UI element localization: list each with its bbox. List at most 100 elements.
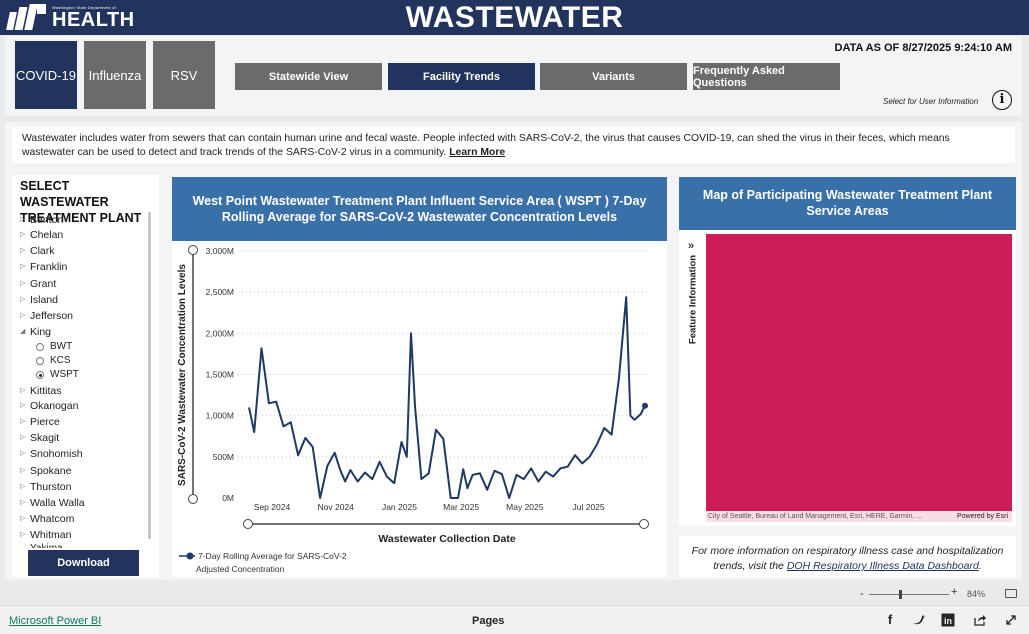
chevron-right-icon[interactable]: ▷ <box>20 515 26 522</box>
concentration-line-chart[interactable]: 0M 500M 1,000M 1,500M 2,000M 2,500M 3,000M SARS… <box>172 241 667 577</box>
zoom-out-button[interactable]: - <box>860 588 864 600</box>
chevron-right-icon[interactable]: ▷ <box>20 418 26 425</box>
description-text: Wastewater includes water from sewers th… <box>22 133 950 158</box>
linkedin-icon[interactable]: in <box>941 613 955 627</box>
county-item-king[interactable]: ◢ King <box>20 325 51 339</box>
county-label: Franklin <box>30 261 68 273</box>
y-tick-label: 1,000M <box>206 411 234 421</box>
county-item-chelan[interactable]: ▷ Chelan <box>20 228 63 242</box>
doh-dashboard-link[interactable]: DOH Respiratory Illness Data Dashboard <box>786 560 979 572</box>
county-item-jefferson[interactable]: ▷ Jefferson <box>20 309 73 323</box>
share-icon[interactable] <box>973 613 987 627</box>
chevron-right-icon[interactable]: ▷ <box>20 499 26 506</box>
user-info-label: Select for User Information <box>883 97 979 106</box>
doh-logo-mark-icon <box>6 4 48 32</box>
x-axis-label: Wastewater Collection Date <box>378 533 515 545</box>
plant-option-wspt[interactable]: WSPT <box>36 368 79 382</box>
tab-covid-19[interactable]: COVID-19 <box>15 41 77 109</box>
info-icon[interactable]: i <box>992 90 1012 110</box>
county-item-island[interactable]: ▷ Island <box>20 293 58 307</box>
pages-navigator[interactable]: Pages <box>472 615 505 627</box>
county-label: Grant <box>30 278 57 290</box>
full-screen-icon[interactable] <box>1004 613 1018 627</box>
county-item-snohomish[interactable]: ▷ Snohomish <box>20 447 83 461</box>
radio-button[interactable] <box>36 343 44 351</box>
chevron-right-icon[interactable]: ▷ <box>20 483 26 490</box>
county-item-kittitas[interactable]: ▷ Kittitas <box>20 384 62 398</box>
radio-button[interactable] <box>36 371 44 379</box>
county-label: Thurston <box>30 481 72 493</box>
county-item-partial: Yakima <box>30 542 90 548</box>
county-item-walla-walla[interactable]: ▷ Walla Walla <box>20 496 85 510</box>
chevron-right-icon[interactable]: ▷ <box>20 263 26 270</box>
tab-statewide-view[interactable]: Statewide View <box>235 63 382 90</box>
plant-label: BWT <box>50 341 73 352</box>
map-attribution-text: City of Seattle, Bureau of Land Manageme… <box>708 513 922 520</box>
county-label: Kittitas <box>30 385 62 397</box>
county-item-okanogan[interactable]: ▷ Okanogan <box>20 399 78 413</box>
y-tick-label: 500M <box>213 452 234 462</box>
data-as-of-timestamp: DATA AS OF 8/27/2025 9:24:10 AM <box>834 42 1013 54</box>
download-button[interactable]: Download <box>28 550 139 576</box>
x-tick-label: Jul 2025 <box>573 502 605 512</box>
chevron-right-icon[interactable]: ▷ <box>20 216 26 223</box>
county-item-benton[interactable]: ▷ Benton <box>20 213 63 227</box>
county-item-whatcom[interactable]: ▷ Whatcom <box>20 512 74 526</box>
county-item-franklin[interactable]: ▷ Franklin <box>20 260 67 274</box>
series-last-point[interactable] <box>642 402 648 409</box>
county-item-clark[interactable]: ▷ Clark <box>20 244 55 258</box>
chevron-down-icon[interactable]: ◢ <box>20 328 26 335</box>
zoom-slider-thumb[interactable] <box>899 590 902 599</box>
chevron-right-icon[interactable]: ▷ <box>20 280 26 287</box>
tab-faq[interactable]: Frequently Asked Questions <box>693 63 840 90</box>
power-bi-link[interactable]: Microsoft Power BI <box>9 615 102 627</box>
x-tick-label: Sep 2024 <box>254 502 291 512</box>
x-tick-label: Jan 2025 <box>382 502 417 512</box>
tab-rsv[interactable]: RSV <box>153 41 215 109</box>
county-item-grant[interactable]: ▷ Grant <box>20 277 56 291</box>
county-label: King <box>30 326 52 338</box>
plant-selector-scrollbar[interactable] <box>148 212 151 539</box>
y-range-slider-top-handle[interactable] <box>188 245 198 255</box>
service-area-map[interactable] <box>706 234 1012 522</box>
county-item-skagit[interactable]: ▷ Skagit <box>20 431 59 445</box>
chevron-right-icon[interactable]: ▷ <box>20 402 26 409</box>
chevron-right-icon[interactable]: ▷ <box>20 531 26 538</box>
chevron-right-icon[interactable]: ▷ <box>20 312 26 319</box>
series-line[interactable] <box>248 296 646 499</box>
zoom-in-button[interactable]: + <box>951 586 958 598</box>
county-item-thurston[interactable]: ▷ Thurston <box>20 480 71 494</box>
expand-chevron-icon[interactable]: » <box>688 240 695 252</box>
fit-to-page-icon[interactable] <box>1005 589 1017 598</box>
twitter-icon[interactable] <box>912 613 926 627</box>
radio-button[interactable] <box>36 357 44 365</box>
x-range-slider-right-handle[interactable] <box>639 519 649 529</box>
doh-logo[interactable]: Washington State Department of HEALTH <box>6 4 135 32</box>
chevron-right-icon[interactable]: ▷ <box>20 247 26 254</box>
x-range-slider-left-handle[interactable] <box>243 519 253 529</box>
county-item-spokane[interactable]: ▷ Spokane <box>20 464 71 478</box>
powered-by-esri[interactable]: Powered by Esri <box>957 513 1008 520</box>
chevron-right-icon[interactable]: ▷ <box>20 387 26 394</box>
county-item-whitman[interactable]: ▷ Whitman <box>20 528 71 542</box>
tab-facility-trends[interactable]: Facility Trends <box>388 63 535 90</box>
county-label: Whitman <box>30 529 72 541</box>
chevron-right-icon[interactable]: ▷ <box>20 450 26 457</box>
chevron-right-icon[interactable]: ▷ <box>20 231 26 238</box>
zoom-slider-track[interactable] <box>869 594 949 595</box>
description-box: Wastewater includes water from sewers th… <box>12 127 1015 163</box>
chevron-right-icon[interactable]: ▷ <box>20 434 26 441</box>
feature-information-toggle[interactable]: Feature Information <box>686 240 702 360</box>
y-range-slider-bottom-handle[interactable] <box>188 494 198 504</box>
plant-option-kcs[interactable]: KCS <box>36 354 71 368</box>
chevron-right-icon[interactable]: ▷ <box>20 296 26 303</box>
learn-more-link[interactable]: Learn More <box>449 147 506 158</box>
tab-variants[interactable]: Variants <box>540 63 687 90</box>
plant-option-bwt[interactable]: BWT <box>36 340 72 354</box>
county-item-pierce[interactable]: ▷ Pierce <box>20 415 60 429</box>
chevron-right-icon[interactable]: ▷ <box>20 467 26 474</box>
county-label: Clark <box>30 245 55 257</box>
tab-influenza[interactable]: Influenza <box>84 41 146 109</box>
more-info-box: For more information on respiratory illn… <box>679 536 1016 577</box>
facebook-icon[interactable]: f <box>887 612 893 627</box>
